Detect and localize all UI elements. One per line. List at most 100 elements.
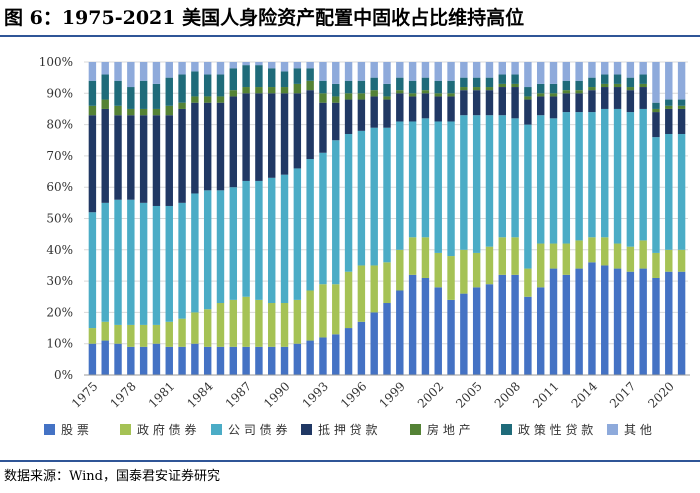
bar-segment — [549, 268, 558, 375]
bar-segment — [280, 62, 289, 72]
title-divider — [0, 35, 700, 37]
bar-segment — [293, 93, 302, 169]
bar-stack-2020 — [665, 62, 673, 375]
bar-segment — [524, 124, 532, 269]
bar-segment — [665, 105, 673, 109]
bar-segment — [536, 62, 545, 84]
bar-segment — [626, 246, 635, 272]
bar-segment — [88, 80, 97, 106]
bar-segment — [383, 83, 391, 97]
bar-segment — [536, 243, 545, 288]
x-tick-label: 2005 — [453, 379, 484, 410]
bar-segment — [601, 62, 609, 75]
bar-segment — [152, 343, 161, 375]
bar-segment — [408, 80, 417, 94]
bar-stack-2013 — [575, 62, 583, 375]
bar-segment — [472, 252, 481, 288]
bar-segment — [613, 83, 622, 88]
bar-segment — [357, 62, 366, 81]
bar-segment — [434, 96, 442, 122]
bar-segment — [191, 96, 199, 103]
legend-label: 股 票 — [61, 423, 89, 437]
bar-segment — [280, 93, 289, 175]
bar-segment — [498, 74, 506, 84]
bar-segment — [293, 168, 302, 300]
bar-segment — [203, 96, 212, 103]
bar-segment — [293, 68, 302, 84]
bar-segment — [447, 256, 455, 300]
bar-segment — [357, 321, 366, 375]
legend-item: 政 策 性 贷 款 — [501, 423, 593, 437]
bar-segment — [613, 268, 622, 375]
bar-stack-2011 — [549, 62, 558, 375]
bar-segment — [216, 62, 225, 75]
bar-stack-2019 — [652, 62, 660, 375]
bar-segment — [562, 112, 571, 244]
bar-segment — [626, 87, 635, 91]
bar-segment — [178, 62, 186, 75]
bar-segment — [383, 127, 391, 263]
legend-swatch — [410, 424, 421, 435]
bar-segment — [306, 90, 314, 160]
bar-segment — [344, 80, 353, 94]
bar-segment — [575, 93, 583, 113]
bar-segment — [88, 115, 97, 213]
bar-segment — [203, 74, 212, 97]
bar-segment — [677, 108, 686, 134]
bar-stack-2007 — [498, 62, 506, 375]
bar-segment — [498, 237, 506, 275]
y-tick-label: 30% — [46, 274, 73, 288]
bar-segment — [178, 346, 186, 375]
bar-segment — [306, 68, 314, 81]
bar-segment — [127, 199, 135, 325]
bar-segment — [242, 180, 250, 297]
x-tick-label: 1984 — [184, 379, 216, 411]
x-tick-label: 1999 — [376, 379, 407, 410]
bar-segment — [191, 193, 199, 313]
bar-segment — [114, 343, 122, 375]
y-tick-label: 90% — [46, 86, 73, 100]
bar-segment — [332, 62, 340, 84]
bar-segment — [498, 83, 506, 88]
x-tick-label: 2017 — [607, 379, 638, 410]
bar-segment — [88, 62, 97, 81]
bar-segment — [613, 243, 622, 269]
bar-segment — [408, 96, 417, 122]
bar-segment — [216, 346, 225, 375]
bar-segment — [421, 90, 430, 94]
legend: 股 票 政 府 债 券 公 司 债 券 抵 押 贷 款 房 地 产 政 策 性 贷 款 其 … — [44, 422, 652, 437]
bar-segment — [536, 93, 545, 97]
legend-item: 股 票 — [44, 423, 89, 437]
bar-segment — [165, 77, 173, 106]
bar-segment — [216, 102, 225, 191]
bar-segment — [383, 62, 391, 84]
legend-item: 公 司 债 券 — [211, 422, 287, 437]
bar-segment — [639, 83, 647, 88]
bar-segment — [434, 252, 442, 288]
bar-segment — [101, 62, 109, 75]
bar-segment — [280, 174, 289, 304]
bar-segment — [588, 262, 596, 375]
bar-segment — [511, 83, 519, 88]
bar-segment — [472, 87, 481, 91]
bar-segment — [652, 108, 660, 113]
bar-segment — [280, 87, 289, 94]
bar-segment — [536, 96, 545, 116]
bar-segment — [460, 249, 468, 294]
bar-segment — [677, 271, 686, 375]
bar-segment — [652, 102, 660, 109]
bar-segment — [408, 62, 417, 81]
bar-stack-1975 — [88, 62, 97, 375]
bar-segment — [677, 62, 686, 100]
bar-segment — [255, 93, 263, 181]
bar-segment — [447, 93, 455, 97]
bar-stack-1990 — [280, 62, 289, 375]
bar-segment — [229, 90, 238, 97]
bar-segment — [229, 96, 238, 188]
bar-segment — [626, 90, 635, 113]
legend-item: 政 府 债 券 — [120, 422, 196, 437]
bar-stack-1976 — [101, 62, 109, 375]
bar-segment — [114, 324, 122, 344]
legend-swatch — [301, 424, 312, 435]
bar-segment — [575, 80, 583, 91]
